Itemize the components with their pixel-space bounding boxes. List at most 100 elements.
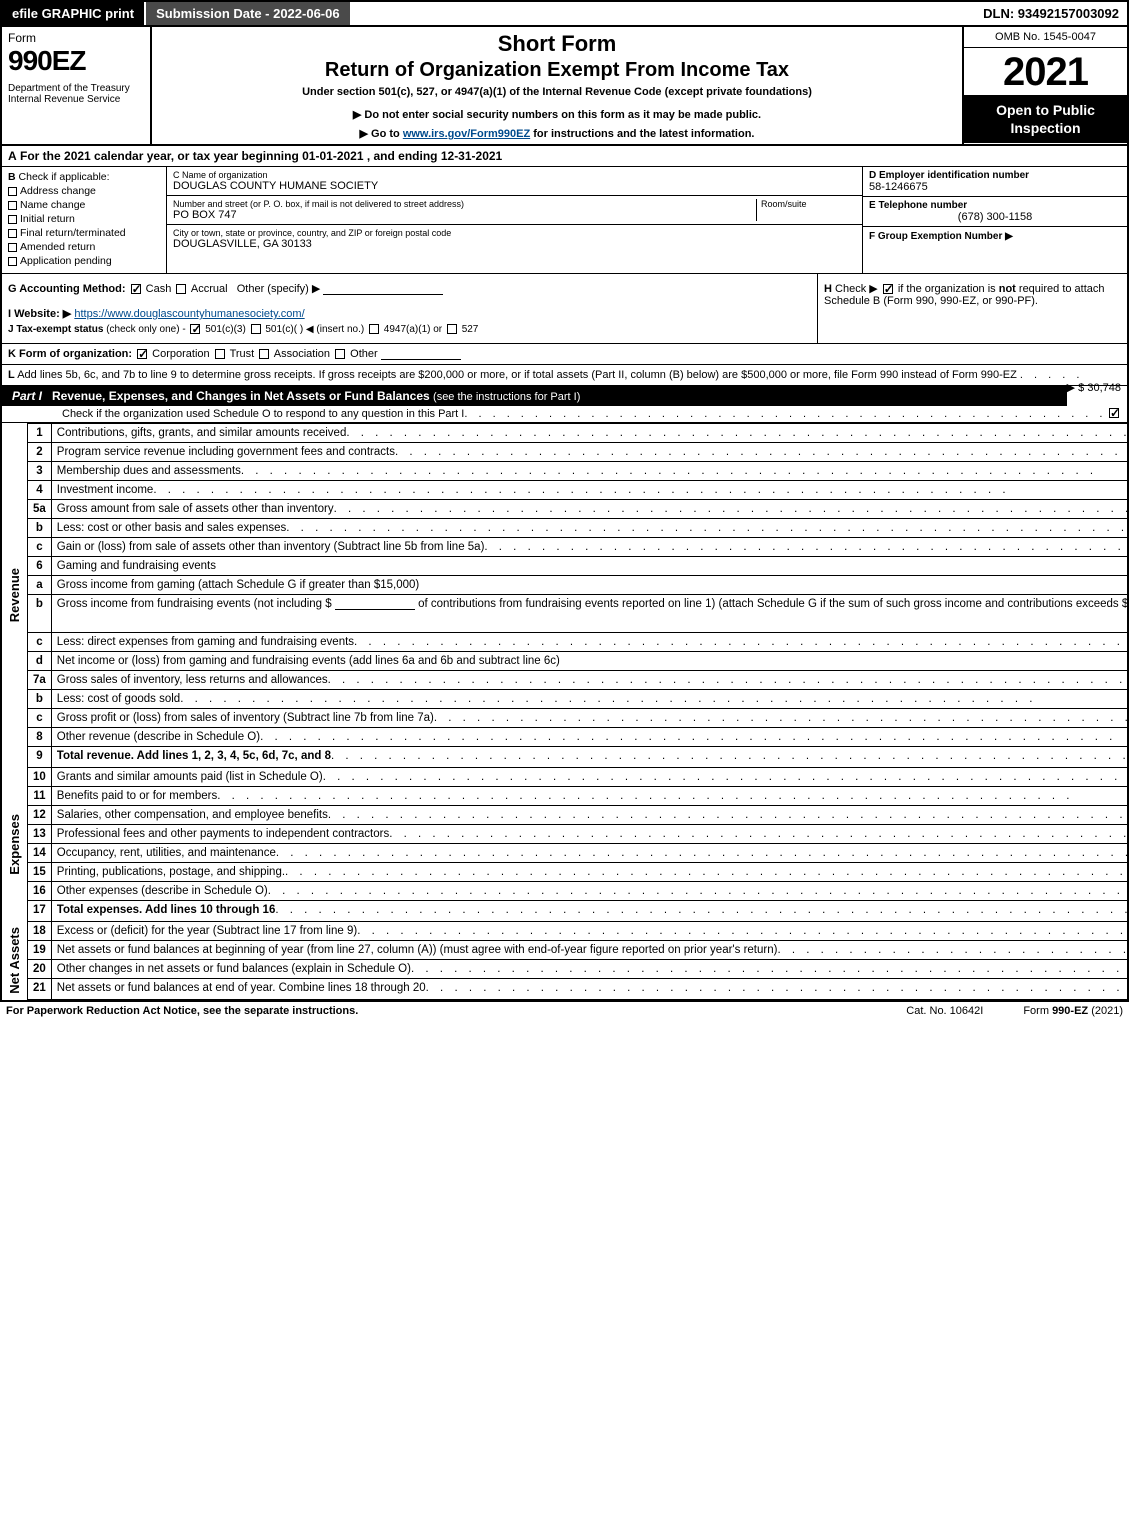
line-num: 7a [28, 671, 52, 690]
line-num: 10 [28, 768, 52, 787]
line-num: b [28, 595, 52, 633]
lbl-accrual: Accrual [191, 283, 228, 295]
goto-text: ▶ Go to www.irs.gov/Form990EZ for instru… [160, 127, 954, 140]
chk-name-change[interactable] [8, 201, 17, 210]
h-pre: Check ▶ [835, 283, 881, 295]
chk-h[interactable] [883, 284, 893, 294]
chk-schedule-o-parti[interactable] [1109, 408, 1119, 418]
line-num: 11 [28, 787, 52, 806]
other-org-input[interactable] [381, 348, 461, 360]
page-footer: For Paperwork Reduction Act Notice, see … [0, 1002, 1129, 1020]
irs-link[interactable]: www.irs.gov/Form990EZ [403, 128, 530, 140]
line-desc: Other changes in net assets or fund bala… [57, 963, 411, 975]
chk-cash[interactable] [131, 284, 141, 294]
chk-501c[interactable] [251, 324, 261, 334]
line-desc: Gaming and fundraising events [51, 557, 1129, 576]
line-num: 21 [28, 979, 52, 1000]
line-desc: Printing, publications, postage, and shi… [57, 866, 285, 878]
website-link[interactable]: https://www.douglascountyhumanesociety.c… [74, 308, 304, 320]
lbl-501c: 501(c)( ) ◀ (insert no.) [265, 324, 364, 335]
line-desc: Salaries, other compensation, and employ… [57, 809, 328, 821]
lbl-527: 527 [462, 324, 479, 335]
line-desc: Less: direct expenses from gaming and fu… [57, 636, 354, 648]
line-num: 4 [28, 481, 52, 500]
chk-corporation[interactable] [137, 349, 147, 359]
lbl-name-change: Name change [20, 199, 85, 211]
tax-year: 2021 [964, 48, 1127, 95]
submission-date-button[interactable]: Submission Date - 2022-06-06 [146, 2, 352, 25]
chk-527[interactable] [447, 324, 457, 334]
e-value: (678) 300-1158 [869, 211, 1121, 223]
line-desc-6b-1: Gross income from fundraising events (no… [57, 598, 332, 610]
part-i-check-row: Check if the organization used Schedule … [2, 406, 1127, 423]
l-arrow: ▶ $ [1067, 382, 1085, 394]
chk-accrual[interactable] [176, 284, 186, 294]
lbl-initial-return: Initial return [20, 213, 75, 225]
lbl-corporation: Corporation [152, 348, 209, 360]
line-desc: Professional fees and other payments to … [57, 828, 389, 840]
footer-center: Cat. No. 10642I [866, 1005, 1023, 1017]
c-street-value: PO BOX 747 [173, 209, 756, 221]
part-i-header: Part I Revenue, Expenses, and Changes in… [2, 386, 1067, 406]
line-desc: Membership dues and assessments [57, 465, 241, 477]
row-a: A For the 2021 calendar year, or tax yea… [2, 146, 1127, 167]
line-num: 3 [28, 462, 52, 481]
g-label: G Accounting Method: [8, 283, 126, 295]
chk-trust[interactable] [215, 349, 225, 359]
line-num: 2 [28, 443, 52, 462]
lbl-4947: 4947(a)(1) or [384, 324, 442, 335]
line-desc-6b-2: of contributions from fundraising events… [418, 598, 1129, 610]
chk-501c3[interactable] [190, 324, 200, 334]
h-not: not [999, 283, 1016, 295]
chk-initial-return[interactable] [8, 215, 17, 224]
row-g-i: G Accounting Method: Cash Accrual Other … [2, 274, 817, 343]
i-label: I Website: ▶ [8, 308, 71, 320]
chk-amended-return[interactable] [8, 243, 17, 252]
line-desc: Net assets or fund balances at end of ye… [57, 982, 426, 996]
chk-4947[interactable] [369, 324, 379, 334]
chk-application-pending[interactable] [8, 257, 17, 266]
lbl-application-pending: Application pending [20, 255, 112, 267]
col-b-label: B [8, 171, 16, 183]
form-id-block: Form 990EZ Department of the Treasury In… [2, 27, 152, 144]
col-def: D Employer identification number 58-1246… [862, 167, 1127, 273]
lbl-address-change: Address change [20, 185, 96, 197]
l-label: L [8, 369, 15, 381]
line-desc: Less: cost of goods sold [57, 693, 180, 705]
line-num: 6 [28, 557, 52, 576]
line-desc: Excess or (deficit) for the year (Subtra… [57, 925, 357, 937]
footer-right: Form 990-EZ (2021) [1023, 1005, 1123, 1017]
lbl-other-specify: Other (specify) ▶ [237, 283, 321, 295]
l-amount: 30,748 [1087, 382, 1121, 394]
chk-association[interactable] [259, 349, 269, 359]
line-num: a [28, 576, 52, 595]
lbl-other-org: Other [350, 348, 378, 360]
omb-number: OMB No. 1545-0047 [964, 27, 1127, 48]
goto-post: for instructions and the latest informat… [530, 128, 754, 140]
line-num: 20 [28, 960, 52, 979]
line-num: 13 [28, 825, 52, 844]
chk-address-change[interactable] [8, 187, 17, 196]
row-h: H Check ▶ if the organization is not req… [817, 274, 1127, 343]
return-title: Return of Organization Exempt From Incom… [160, 59, 954, 82]
under-section-text: Under section 501(c), 527, or 4947(a)(1)… [160, 86, 954, 98]
efile-print-button[interactable]: efile GRAPHIC print [2, 2, 146, 25]
col-c: C Name of organization DOUGLAS COUNTY HU… [167, 167, 862, 273]
d-label: D Employer identification number [869, 170, 1121, 181]
line-desc: Occupancy, rent, utilities, and maintena… [57, 847, 276, 859]
line-num: d [28, 652, 52, 671]
6b-amount-input[interactable] [335, 598, 415, 610]
line-desc: Net income or (loss) from gaming and fun… [57, 655, 560, 667]
line-desc: Total revenue. Add lines 1, 2, 3, 4, 5c,… [57, 750, 331, 764]
line-desc: Contributions, gifts, grants, and simila… [57, 427, 347, 439]
lbl-final-return: Final return/terminated [20, 227, 126, 239]
line-num: 19 [28, 941, 52, 960]
chk-final-return[interactable] [8, 229, 17, 238]
row-k: K Form of organization: Corporation Trus… [2, 344, 1127, 365]
line-desc: Gross profit or (loss) from sales of inv… [57, 712, 434, 724]
line-desc: Program service revenue including govern… [57, 446, 395, 458]
other-specify-input[interactable] [323, 283, 443, 295]
chk-other-org[interactable] [335, 349, 345, 359]
e-label: E Telephone number [869, 200, 1121, 211]
line-num: 8 [28, 728, 52, 747]
